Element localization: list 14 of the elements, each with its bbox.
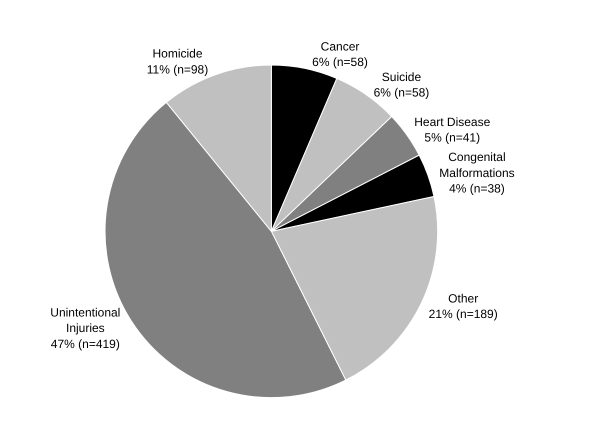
slice-label: Suicide — [382, 70, 422, 84]
slice-label: Heart Disease — [414, 115, 491, 130]
slice-label: Unintentional Injuries — [50, 306, 120, 336]
data-label: 4% (n=38) — [449, 181, 505, 196]
data-label: 47% (n=419) — [50, 336, 120, 351]
data-label: 11% (n=98) — [146, 62, 208, 76]
slice-label: Homicide — [152, 46, 203, 61]
data-label: 5% (n=41) — [424, 130, 480, 145]
slice-label: Cancer — [320, 39, 360, 54]
slice-label: Other — [448, 291, 478, 306]
data-label: 6% (n=58) — [312, 54, 368, 69]
data-label: 21% (n=189) — [428, 306, 498, 321]
slice-label: Congenital Malformations — [439, 150, 515, 180]
data-label: 6% (n=58) — [374, 86, 430, 100]
